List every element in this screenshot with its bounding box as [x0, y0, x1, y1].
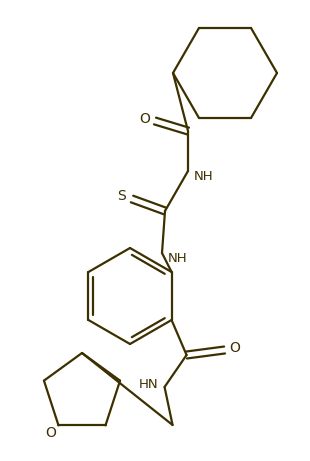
Text: S: S: [117, 189, 126, 203]
Text: HN: HN: [139, 378, 158, 390]
Text: NH: NH: [194, 170, 214, 183]
Text: O: O: [45, 426, 56, 440]
Text: O: O: [140, 112, 150, 126]
Text: O: O: [229, 341, 240, 355]
Text: NH: NH: [168, 252, 188, 265]
